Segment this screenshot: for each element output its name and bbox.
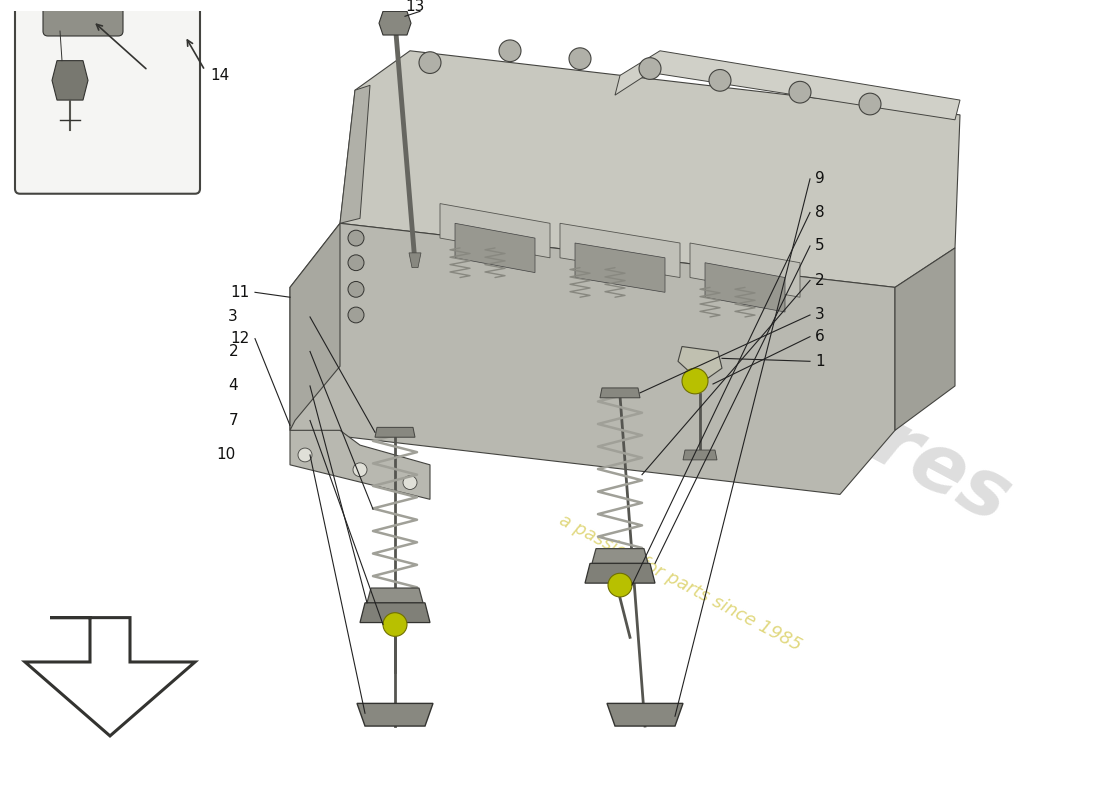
Polygon shape xyxy=(340,86,370,223)
Text: 7: 7 xyxy=(229,413,238,428)
Circle shape xyxy=(859,93,881,115)
Text: 12: 12 xyxy=(231,331,250,346)
Circle shape xyxy=(710,70,732,91)
Polygon shape xyxy=(358,703,433,726)
Polygon shape xyxy=(290,223,895,494)
Text: 1: 1 xyxy=(815,354,825,369)
Polygon shape xyxy=(25,618,195,736)
Text: 9: 9 xyxy=(815,171,825,186)
Polygon shape xyxy=(52,61,88,100)
Circle shape xyxy=(789,82,811,103)
Polygon shape xyxy=(615,50,960,120)
Polygon shape xyxy=(895,248,955,430)
Circle shape xyxy=(499,40,521,62)
Text: 14: 14 xyxy=(210,68,229,83)
FancyBboxPatch shape xyxy=(15,0,200,194)
Circle shape xyxy=(682,368,708,394)
Text: 3: 3 xyxy=(815,307,825,322)
Circle shape xyxy=(348,255,364,270)
Circle shape xyxy=(353,463,367,477)
Circle shape xyxy=(569,48,591,70)
Polygon shape xyxy=(705,262,785,312)
Polygon shape xyxy=(455,223,535,273)
Text: 13: 13 xyxy=(405,0,425,14)
Circle shape xyxy=(348,282,364,298)
Text: 10: 10 xyxy=(217,447,236,462)
Text: eurospares: eurospares xyxy=(537,232,1023,540)
Circle shape xyxy=(383,613,407,636)
Polygon shape xyxy=(607,703,683,726)
FancyBboxPatch shape xyxy=(43,0,123,36)
Polygon shape xyxy=(290,430,430,499)
Polygon shape xyxy=(440,203,550,258)
Polygon shape xyxy=(678,346,722,378)
Text: 8: 8 xyxy=(815,205,825,220)
Circle shape xyxy=(608,574,632,597)
Text: 4: 4 xyxy=(229,378,238,394)
Polygon shape xyxy=(585,563,654,583)
Circle shape xyxy=(639,58,661,79)
Polygon shape xyxy=(360,603,430,622)
Polygon shape xyxy=(375,427,415,438)
Circle shape xyxy=(403,476,417,490)
Text: 2: 2 xyxy=(229,344,238,359)
Circle shape xyxy=(348,230,364,246)
Polygon shape xyxy=(379,11,411,35)
Polygon shape xyxy=(560,223,680,278)
Polygon shape xyxy=(592,549,648,563)
Polygon shape xyxy=(409,253,421,268)
Text: 3: 3 xyxy=(229,310,238,325)
Text: 2: 2 xyxy=(815,273,825,288)
Circle shape xyxy=(298,448,312,462)
Circle shape xyxy=(419,52,441,74)
Text: a passion for parts since 1985: a passion for parts since 1985 xyxy=(556,511,804,655)
Polygon shape xyxy=(290,223,340,430)
Text: 11: 11 xyxy=(231,285,250,300)
Polygon shape xyxy=(367,588,424,603)
Polygon shape xyxy=(340,50,960,287)
Text: 5: 5 xyxy=(815,238,825,254)
Polygon shape xyxy=(575,243,666,292)
Polygon shape xyxy=(690,243,800,298)
Polygon shape xyxy=(683,450,717,460)
Polygon shape xyxy=(600,388,640,398)
Text: 6: 6 xyxy=(815,329,825,344)
Circle shape xyxy=(348,307,364,323)
